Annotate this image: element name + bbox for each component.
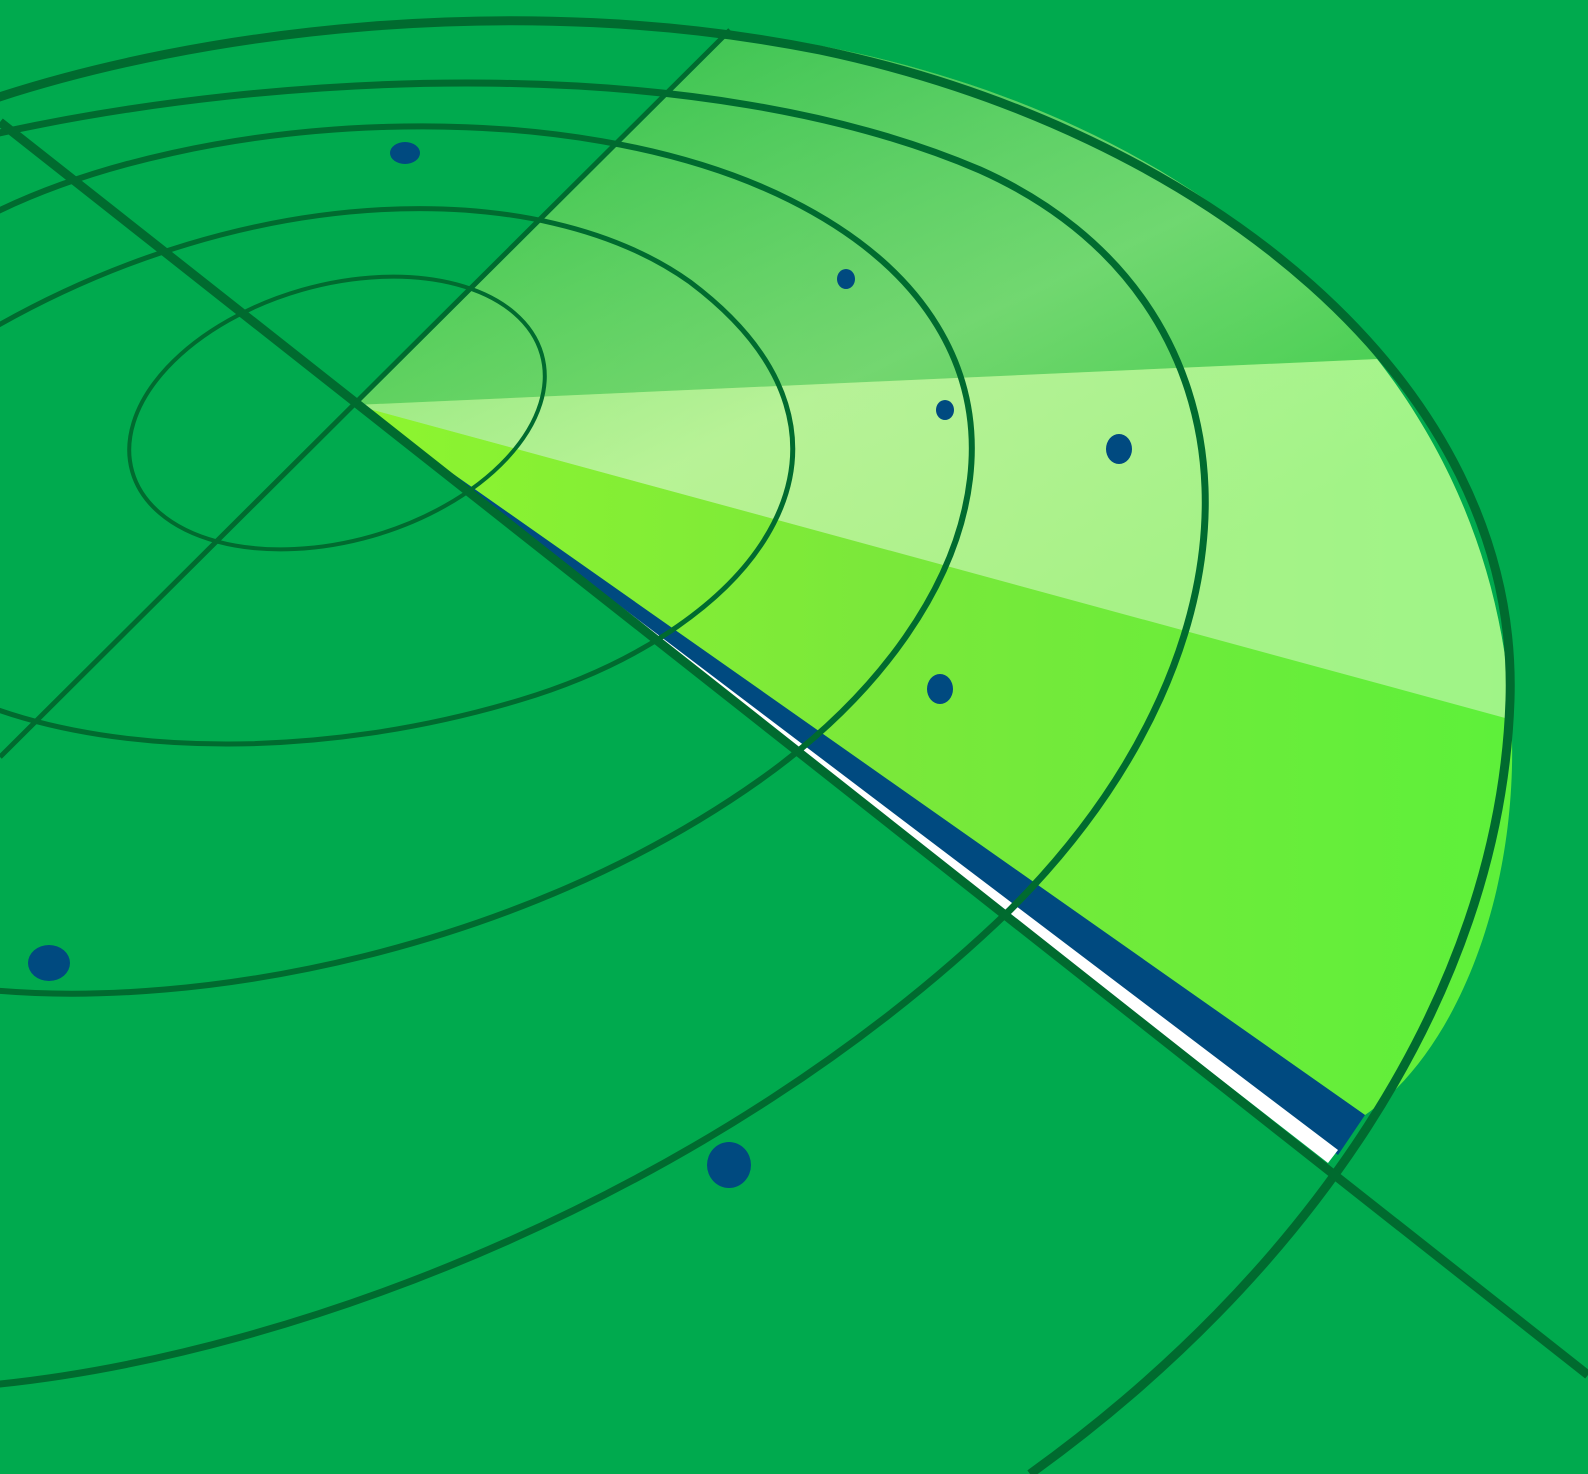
bearing-lines [0, 28, 1588, 1379]
blip [837, 269, 855, 289]
range-ring-1 [127, 274, 547, 552]
blip [936, 400, 954, 420]
blip [390, 142, 420, 164]
blip [28, 945, 70, 981]
radar-blips [28, 142, 1132, 1188]
radar-sweep [355, 32, 1513, 1163]
range-ring-3 [0, 123, 975, 997]
range-ring-5 [0, 16, 1515, 1474]
blip [1106, 434, 1132, 464]
range-ring-4 [0, 79, 1209, 1388]
bearing-line-diagonal-up [0, 28, 732, 759]
range-rings [0, 16, 1515, 1474]
bearing-line-diagonal-down [0, 118, 1588, 1379]
range-ring-2 [0, 206, 795, 747]
sweep-shadow-band [355, 405, 1365, 1155]
blip [927, 674, 953, 704]
blip [707, 1142, 751, 1188]
